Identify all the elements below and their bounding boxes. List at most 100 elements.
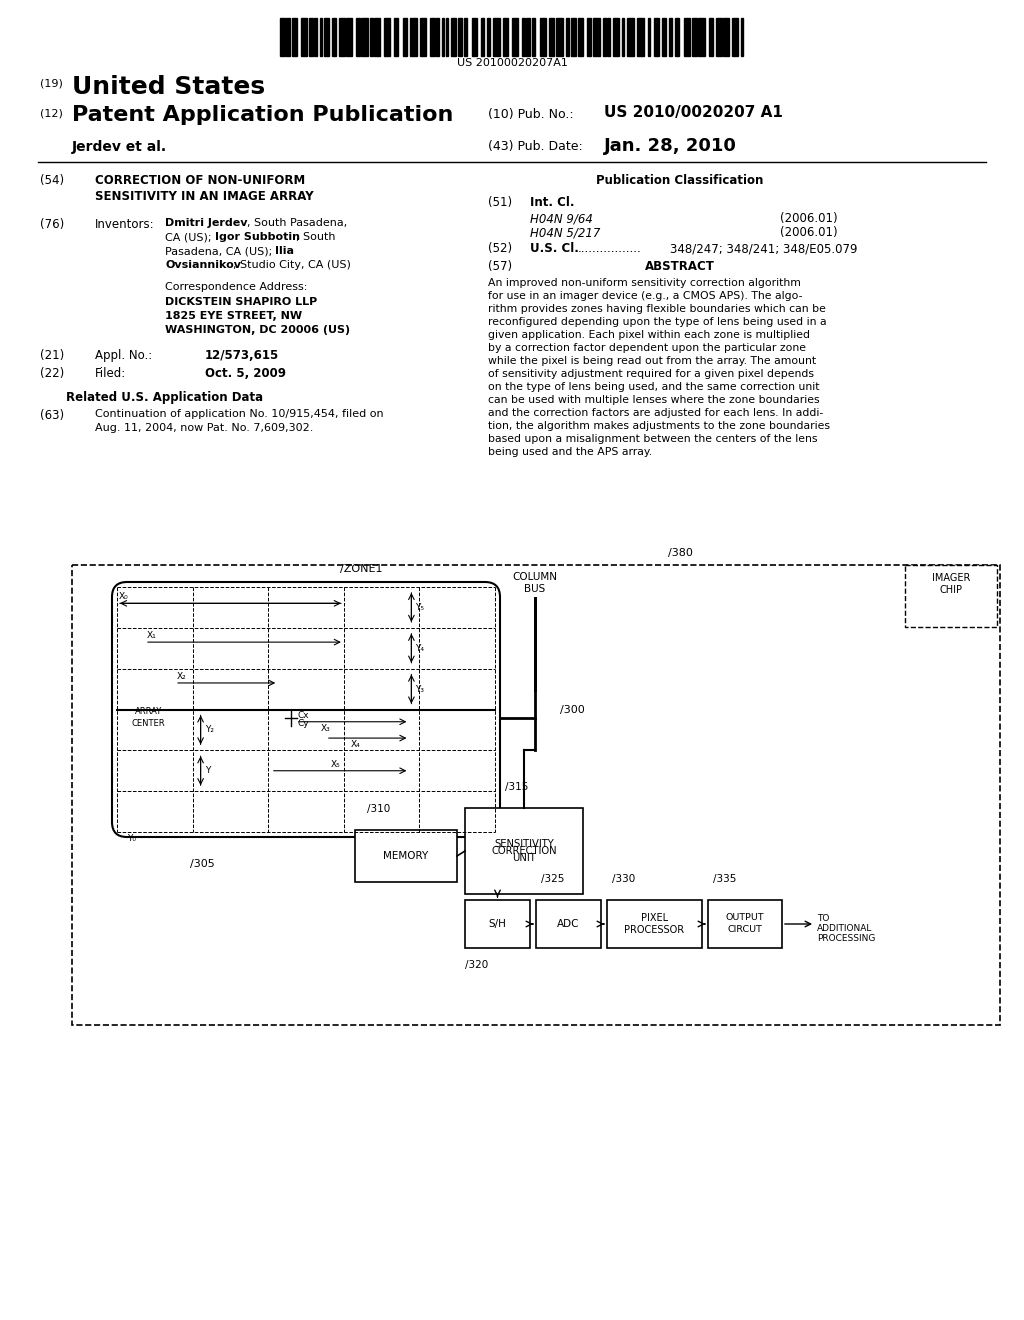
Text: (54): (54)	[40, 174, 65, 187]
Bar	[480, 18, 483, 55]
Text: Int. Cl.: Int. Cl.	[530, 195, 574, 209]
Text: CORRECTION: CORRECTION	[492, 846, 557, 855]
Bar	[339, 18, 345, 55]
Text: /310: /310	[367, 804, 390, 814]
Text: /330: /330	[612, 874, 635, 884]
Bar	[607, 18, 609, 55]
Bar	[371, 18, 373, 55]
Bar	[333, 18, 336, 55]
Bar	[493, 18, 500, 55]
Bar	[346, 18, 352, 55]
Text: , Studio City, CA (US): , Studio City, CA (US)	[233, 260, 351, 271]
Text: ABSTRACT: ABSTRACT	[645, 260, 715, 273]
Text: S/H: S/H	[488, 919, 507, 929]
Text: being used and the APS array.: being used and the APS array.	[488, 447, 652, 457]
Bar	[374, 18, 380, 55]
Text: on the type of lens being used, and the same correction unit: on the type of lens being used, and the …	[488, 381, 819, 392]
Bar	[578, 18, 583, 55]
Text: /380: /380	[668, 548, 693, 558]
Bar	[309, 18, 313, 55]
Text: /300: /300	[560, 705, 585, 715]
Bar	[692, 18, 696, 55]
Text: CHIP: CHIP	[939, 585, 963, 595]
Text: /325: /325	[541, 874, 564, 884]
Bar	[420, 18, 426, 55]
Bar	[710, 18, 713, 55]
Text: Filed:: Filed:	[95, 367, 126, 380]
Text: (12): (12)	[40, 108, 62, 117]
Text: (43) Pub. Date:: (43) Pub. Date:	[488, 140, 583, 153]
Bar	[321, 18, 323, 55]
Text: (22): (22)	[40, 367, 65, 380]
Text: Ilia: Ilia	[275, 246, 294, 256]
Bar	[512, 18, 518, 55]
Bar	[280, 18, 286, 55]
Bar	[355, 830, 457, 882]
Text: Y₄: Y₄	[416, 644, 424, 653]
Text: PROCESSING: PROCESSING	[817, 935, 876, 942]
Bar	[627, 18, 634, 55]
Bar	[526, 18, 530, 55]
Bar	[648, 18, 650, 55]
Bar	[732, 18, 738, 55]
Bar	[465, 808, 583, 894]
Bar	[292, 18, 297, 55]
Bar	[72, 565, 1000, 1026]
Text: (2006.01): (2006.01)	[780, 213, 838, 224]
Text: Ovsiannikov: Ovsiannikov	[165, 260, 241, 271]
Text: CENTER: CENTER	[131, 719, 165, 729]
Text: rithm provides zones having flexible boundaries which can be: rithm provides zones having flexible bou…	[488, 304, 826, 314]
Text: Dmitri Jerdev: Dmitri Jerdev	[165, 218, 248, 228]
Bar	[522, 18, 525, 55]
Text: United States: United States	[72, 75, 265, 99]
Bar	[536, 900, 601, 948]
Text: X₂: X₂	[177, 672, 186, 681]
Text: X₃: X₃	[321, 723, 331, 733]
Text: DICKSTEIN SHAPIRO LLP: DICKSTEIN SHAPIRO LLP	[165, 297, 317, 308]
Text: Continuation of application No. 10/915,454, filed on: Continuation of application No. 10/915,4…	[95, 409, 384, 418]
Bar	[430, 18, 435, 55]
Bar	[301, 18, 307, 55]
Text: and the correction factors are adjusted for each lens. In addi-: and the correction factors are adjusted …	[488, 408, 823, 418]
Bar	[905, 565, 997, 627]
Bar	[441, 18, 444, 55]
Text: , South Pasadena,: , South Pasadena,	[247, 218, 347, 228]
Bar	[588, 18, 592, 55]
Text: TO: TO	[817, 913, 829, 923]
Text: while the pixel is being read out from the array. The amount: while the pixel is being read out from t…	[488, 356, 816, 366]
Text: UNIT: UNIT	[512, 853, 536, 863]
Text: 1825 EYE STREET, NW: 1825 EYE STREET, NW	[165, 312, 302, 321]
Text: can be used with multiple lenses where the zone boundaries: can be used with multiple lenses where t…	[488, 395, 819, 405]
Bar	[472, 18, 477, 55]
Text: Appl. No.:: Appl. No.:	[95, 348, 153, 362]
Bar	[698, 18, 705, 55]
Text: (52): (52)	[488, 242, 512, 255]
Text: by a correction factor dependent upon the particular zone: by a correction factor dependent upon th…	[488, 343, 806, 352]
Text: Jan. 28, 2010: Jan. 28, 2010	[604, 137, 737, 154]
Bar	[684, 18, 690, 55]
Bar	[451, 18, 456, 55]
Text: MEMORY: MEMORY	[383, 851, 429, 861]
Text: reconfigured depending upon the type of lens being used in a: reconfigured depending upon the type of …	[488, 317, 826, 327]
Text: An improved non-uniform sensitivity correction algorithm: An improved non-uniform sensitivity corr…	[488, 279, 801, 288]
Text: /335: /335	[713, 874, 736, 884]
Text: Cy: Cy	[298, 719, 309, 729]
Text: ARRAY: ARRAY	[135, 708, 162, 717]
Bar	[361, 18, 368, 55]
Text: , South: , South	[296, 232, 336, 242]
Bar	[403, 18, 408, 55]
Text: PROCESSOR: PROCESSOR	[625, 925, 685, 935]
Text: COLUMN: COLUMN	[512, 572, 557, 582]
Bar	[287, 18, 290, 55]
Text: OUTPUT: OUTPUT	[726, 913, 764, 923]
Text: .................: .................	[578, 242, 642, 255]
FancyBboxPatch shape	[112, 582, 500, 837]
Bar	[556, 18, 563, 55]
Text: CIRCUT: CIRCUT	[728, 925, 763, 935]
Text: PIXEL: PIXEL	[641, 913, 668, 923]
Text: CA (US);: CA (US);	[165, 232, 215, 242]
Text: H04N 5/217: H04N 5/217	[530, 226, 600, 239]
Text: Jerdev et al.: Jerdev et al.	[72, 140, 167, 154]
Bar	[540, 18, 546, 55]
Text: (10) Pub. No.:: (10) Pub. No.:	[488, 108, 573, 121]
